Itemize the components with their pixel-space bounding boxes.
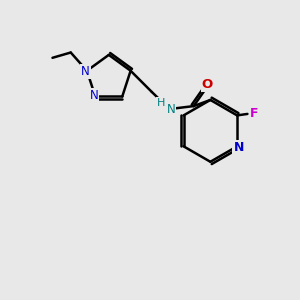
Text: F: F: [250, 107, 259, 120]
Text: N: N: [81, 65, 90, 78]
Text: N: N: [167, 103, 175, 116]
Text: N: N: [89, 89, 98, 102]
Text: H: H: [157, 98, 165, 108]
Text: O: O: [202, 78, 213, 92]
Text: N: N: [233, 141, 244, 154]
